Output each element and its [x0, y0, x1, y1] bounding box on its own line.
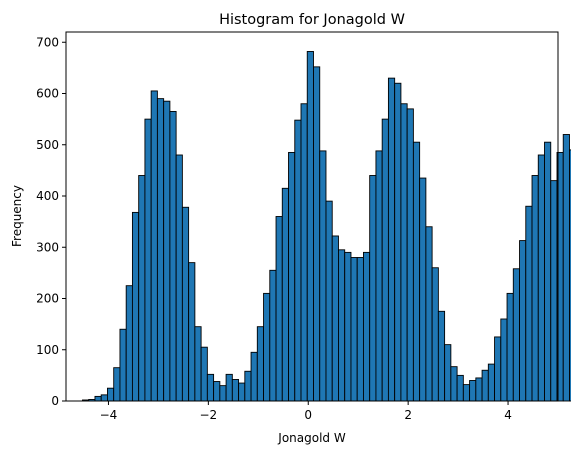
- histogram-bar: [338, 249, 346, 402]
- histogram-bar: [281, 187, 289, 402]
- histogram-bar: [125, 285, 133, 402]
- x-axis-label: Jonagold W: [277, 431, 346, 445]
- histogram-bar: [244, 370, 252, 402]
- histogram-bar: [113, 367, 121, 402]
- histogram-bar: [544, 141, 552, 402]
- histogram-bar: [437, 310, 446, 402]
- histogram-bar: [294, 119, 302, 402]
- histogram-bar: [175, 154, 183, 402]
- histogram-bar: [319, 150, 327, 402]
- histogram-bar: [94, 395, 102, 402]
- histogram-bar: [506, 292, 514, 402]
- histogram-bar: [394, 82, 402, 402]
- x-tick-label: −2: [200, 408, 218, 422]
- histogram-bar: [500, 318, 508, 402]
- plot-frame: [65, 31, 559, 402]
- y-tick-label: 0: [51, 394, 59, 408]
- histogram-bar: [107, 387, 115, 402]
- histogram-bar: [200, 346, 208, 402]
- histogram-bar: [494, 336, 502, 402]
- histogram-bar: [138, 175, 146, 402]
- histogram-bar: [156, 98, 165, 402]
- histogram-bar: [375, 150, 383, 402]
- histogram-bar: [263, 292, 271, 402]
- histogram-bar: [238, 382, 246, 402]
- histogram-bar: [194, 326, 202, 402]
- histogram-bar: [213, 381, 221, 402]
- histogram-bar: [550, 180, 558, 402]
- x-tick-label: 0: [304, 408, 312, 422]
- histogram-bar: [300, 103, 308, 402]
- histogram-bar: [431, 267, 439, 402]
- y-tick-label: 300: [36, 240, 59, 254]
- chart-title: Histogram for Jonagold W: [219, 12, 405, 28]
- histogram-bar: [400, 103, 408, 402]
- histogram-bar: [363, 251, 371, 402]
- histogram-bar: [537, 154, 545, 402]
- histogram-bar: [350, 257, 358, 402]
- histogram-bar: [219, 385, 227, 402]
- histogram-bar: [225, 373, 233, 402]
- histogram-bar: [519, 240, 527, 402]
- y-tick-label: 500: [36, 138, 59, 152]
- histogram-bar: [288, 151, 296, 402]
- histogram-bar: [381, 118, 389, 402]
- histogram-bar: [487, 363, 496, 402]
- histogram-bar: [531, 175, 539, 402]
- histogram-bar: [344, 251, 352, 402]
- histogram-bar: [231, 379, 240, 402]
- y-tick-label: 400: [36, 189, 59, 203]
- histogram-bar: [562, 134, 570, 402]
- x-axis-ticks: −4 −2 0 2 4: [100, 401, 512, 422]
- histogram-bar: [131, 211, 140, 402]
- x-tick-label: −4: [100, 408, 118, 422]
- histogram-bar: [144, 118, 152, 402]
- histogram-bar: [462, 384, 471, 402]
- histogram-bar: [481, 369, 489, 402]
- histogram-bar: [119, 328, 127, 402]
- histogram-bar: [275, 216, 283, 402]
- histogram-bar: [569, 149, 571, 402]
- histogram-bar: [450, 366, 458, 402]
- histogram-bar: [188, 262, 196, 402]
- histogram-bar: [469, 380, 477, 402]
- histogram-bar: [313, 66, 321, 402]
- histogram-bar: [356, 257, 364, 402]
- x-tick-label: 2: [404, 408, 412, 422]
- histogram-bar: [425, 226, 433, 402]
- histogram-bar: [256, 326, 264, 402]
- histogram-bar: [512, 268, 520, 402]
- histogram-bar: [100, 394, 108, 402]
- histogram-bar: [325, 200, 333, 402]
- histogram-bar: [456, 374, 464, 402]
- histogram-bar: [444, 344, 452, 402]
- histogram-bar: [412, 141, 421, 402]
- histogram-bar: [406, 108, 414, 402]
- histogram-bar: [475, 377, 483, 402]
- histogram-bar: [387, 77, 396, 402]
- bars-group: [82, 51, 571, 402]
- y-axis-label: Frequency: [10, 185, 24, 247]
- histogram-bar: [331, 235, 339, 402]
- histogram-bar: [181, 206, 190, 402]
- y-tick-label: 700: [36, 35, 59, 49]
- histogram-bar: [169, 110, 177, 402]
- y-tick-label: 100: [36, 343, 59, 357]
- y-tick-label: 200: [36, 292, 59, 306]
- histogram-bar: [369, 175, 377, 402]
- histogram-bar: [306, 51, 314, 402]
- histogram-bar: [163, 100, 171, 402]
- histogram-bar: [269, 269, 277, 402]
- histogram-bar: [525, 205, 533, 402]
- histogram-bar: [419, 177, 427, 402]
- y-axis-ticks: 0 100 200 300 400 500 600 700: [36, 35, 66, 408]
- histogram-bar: [206, 373, 215, 402]
- x-tick-label: 4: [504, 408, 512, 422]
- histogram-bar: [250, 351, 258, 402]
- histogram-bar: [150, 90, 158, 402]
- y-tick-label: 600: [36, 87, 59, 101]
